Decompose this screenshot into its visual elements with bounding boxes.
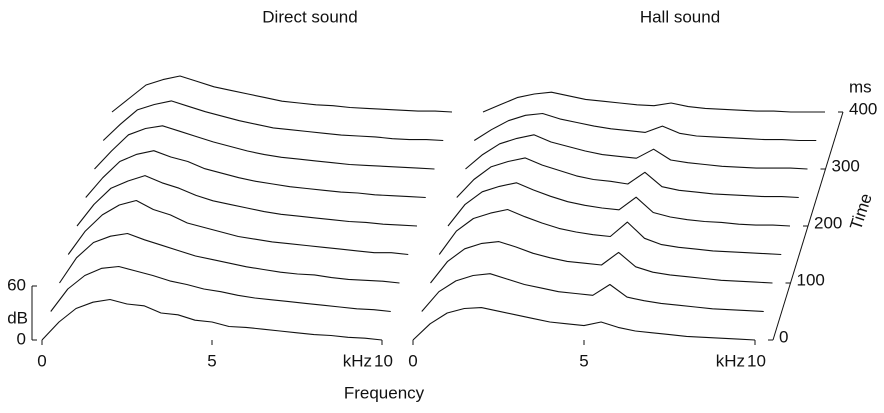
spectrum-slice bbox=[473, 112, 817, 142]
x-tick-label: 10 bbox=[374, 351, 393, 370]
x-unit: kHz bbox=[716, 351, 745, 370]
t-tick-label: 400 bbox=[849, 99, 877, 118]
x-axis-label: Frequency bbox=[344, 383, 425, 402]
spectrum-slice bbox=[465, 134, 808, 170]
y-tick-label: 0 bbox=[17, 329, 26, 348]
x-tick-label: 10 bbox=[747, 351, 766, 370]
spectrum-slice bbox=[412, 307, 756, 341]
y-axis-label: dB bbox=[7, 308, 28, 327]
t-tick-label: 200 bbox=[814, 213, 842, 232]
x-tick-label: 5 bbox=[579, 351, 588, 370]
t-axis-label: Time bbox=[846, 191, 876, 232]
t-unit: ms bbox=[849, 77, 872, 96]
spectrum-slice bbox=[438, 208, 782, 256]
x-unit: kHz bbox=[343, 351, 372, 370]
t-tick-label: 100 bbox=[797, 270, 825, 289]
y-tick-label: 60 bbox=[7, 275, 26, 294]
x-tick-label: 0 bbox=[37, 351, 46, 370]
spectrum-slice bbox=[447, 182, 791, 227]
t-tick-label: 0 bbox=[779, 327, 788, 346]
spectrum-slice bbox=[41, 298, 383, 341]
panel-title: Hall sound bbox=[640, 7, 720, 26]
t-tick-label: 300 bbox=[832, 156, 860, 175]
spectrum-slice bbox=[482, 91, 825, 113]
x-tick-label: 0 bbox=[408, 351, 417, 370]
spectrum-slice bbox=[94, 125, 435, 170]
spectrum-slice bbox=[430, 241, 773, 284]
spectrum-slice bbox=[50, 265, 391, 313]
panel-title: Direct sound bbox=[262, 7, 357, 26]
x-tick-label: 5 bbox=[207, 351, 216, 370]
spectrum-slice bbox=[456, 157, 799, 199]
spectrum-slice bbox=[102, 100, 444, 142]
spectrum-slice bbox=[67, 199, 409, 256]
spectrum-slice bbox=[59, 232, 400, 284]
spectrum-slice bbox=[111, 75, 453, 113]
spectrum-slice bbox=[421, 273, 764, 313]
